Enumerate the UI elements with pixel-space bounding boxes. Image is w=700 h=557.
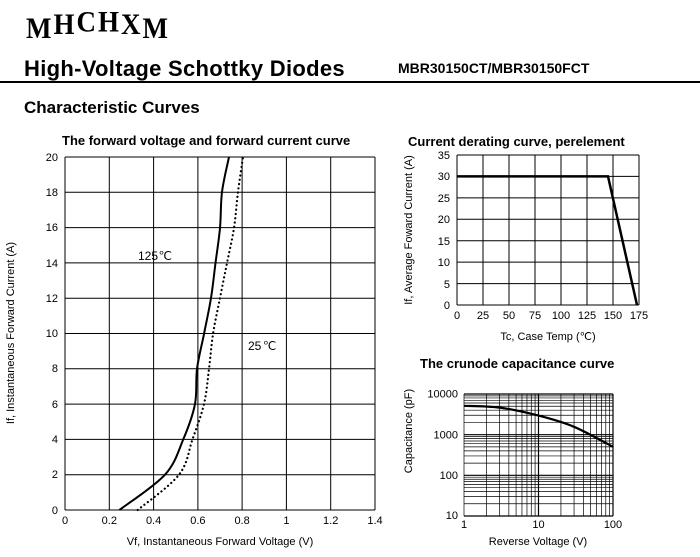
svg-text:100: 100 <box>440 470 458 482</box>
svg-text:Reverse Voltage (V): Reverse Voltage (V) <box>489 536 587 548</box>
svg-text:1: 1 <box>461 519 467 531</box>
svg-text:1000: 1000 <box>434 430 458 442</box>
svg-text:10: 10 <box>532 519 544 531</box>
svg-text:10000: 10000 <box>427 389 458 401</box>
svg-text:100: 100 <box>604 519 622 531</box>
svg-text:Capacitance (pF): Capacitance (pF) <box>403 389 415 473</box>
svg-text:10: 10 <box>446 510 458 522</box>
